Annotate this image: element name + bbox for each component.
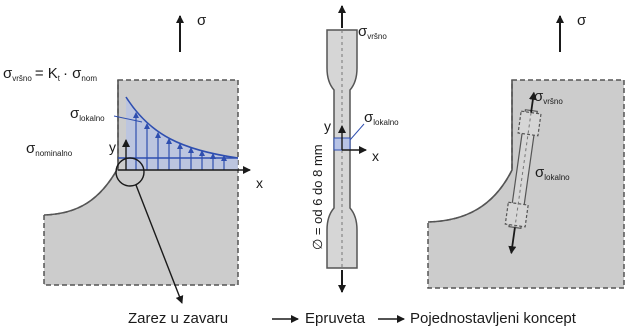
specimen-local-leader: [349, 123, 365, 141]
specimen-x-label: x: [372, 148, 379, 164]
simplified-local-stress-label: σlokalno: [535, 164, 570, 182]
inclined-specimen: [504, 91, 542, 255]
x-axis-label: x: [256, 175, 263, 191]
simplified-sigma-label: σ: [577, 12, 587, 29]
detail-pointer-arrow: [135, 184, 184, 304]
stress-distribution-area: [126, 97, 238, 170]
nominal-stress-label: σnominalno: [26, 140, 73, 158]
specimen-y-label: y: [324, 118, 331, 134]
specimen-diameter-label: ∅ = od 6 do 8 mm: [310, 144, 325, 250]
sigma-load-label: σ: [197, 12, 207, 29]
caption-simplified-concept: Pojednostavljeni koncept: [410, 310, 576, 327]
simplified-peak-stress-label: σvršno: [534, 88, 563, 106]
specimen-peak-stress-label: σvršno: [358, 23, 387, 41]
simplified-notch-contour: [427, 80, 513, 223]
middle-panel: x y σvršno σlokalno ∅ = od 6 do 8 mm: [310, 5, 399, 293]
left-panel: σ x y σvršno = Kt · σnom: [3, 12, 263, 304]
peak-stress-formula: σvršno = Kt · σnom: [3, 65, 97, 83]
caption-weld-notch: Zarez u zavaru: [128, 310, 229, 327]
stress-arrows: [133, 112, 227, 170]
notch-detail-circle: [115, 157, 145, 187]
right-panel: σ σvršno σlokalno: [427, 12, 625, 289]
caption-specimen: Epruveta: [305, 310, 366, 327]
local-stress-label: σlokalno: [70, 105, 105, 123]
local-stress-leader: [113, 115, 143, 123]
specimen-local-stress-label: σlokalno: [364, 109, 399, 127]
y-axis-label: y: [109, 139, 116, 155]
notch-contour: [43, 80, 119, 216]
